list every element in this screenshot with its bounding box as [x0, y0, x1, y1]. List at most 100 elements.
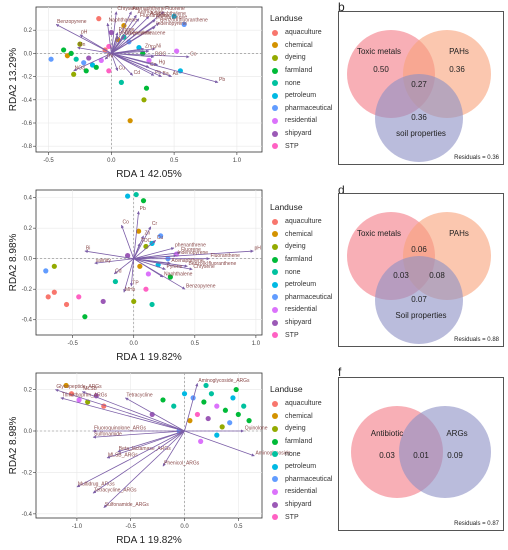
sample-point [214, 403, 220, 409]
legend-label: petroleum [285, 92, 317, 100]
y-tick-label: 0.2 [24, 226, 33, 232]
vector-label: Acenaphthene [171, 258, 203, 264]
vector-label: Multidrug_ARGs [78, 481, 115, 487]
x-tick-label: -0.5 [43, 158, 54, 164]
legend-item-petroleum: petroleum [270, 89, 332, 102]
vector-label: Benzopyrene [57, 19, 87, 25]
sample-point [112, 278, 119, 285]
legend-label: chemical [285, 230, 313, 238]
sample-point [167, 274, 173, 280]
legend-title: Landuse [270, 13, 303, 23]
legend-title: Landuse [270, 202, 303, 212]
sample-point [45, 294, 51, 300]
x-tick-label: 0.5 [170, 158, 179, 164]
vector-label: Tetracycline [126, 392, 153, 398]
legend-marker [272, 413, 278, 420]
rda-svg-e: -1.0 -0.5 0.0 0.5 -0.4 -0.2 0.0 0.2 Glycopeptide… [8, 372, 291, 546]
panel-letter-f: f [338, 365, 342, 379]
legend-marker [272, 514, 278, 521]
venn-f: Antibiotic ARGs 0.03 0.01 0.09 Residuals = 0.… [338, 377, 504, 531]
vector-label: Naphthalene [164, 272, 193, 278]
env-vector [111, 53, 155, 59]
vector-label: Cu [119, 65, 126, 71]
vector-label: NO3 [75, 65, 86, 71]
sample-point [194, 411, 201, 418]
vector-label: TP [132, 281, 139, 287]
vector-label: As [173, 71, 179, 77]
vector-label: Benzoperylene [119, 31, 153, 37]
legend-item-dyeing: dyeing [270, 423, 332, 436]
sample-point [81, 60, 87, 66]
sample-point [51, 289, 57, 295]
y-tick-label: 0.0 [24, 429, 33, 435]
vector-label: TN [106, 54, 113, 60]
legend-marker [272, 319, 278, 326]
sample-point [127, 118, 133, 124]
sample-point [63, 382, 69, 389]
sample-point [158, 233, 164, 239]
vector-label: Phenicol_ARGs [164, 461, 200, 467]
legend-label: residential [285, 306, 317, 314]
env-vector [55, 388, 185, 432]
vector-label: Benzo(k)fluoranthene [188, 261, 236, 267]
legend-marker [272, 80, 278, 87]
env-vector [111, 49, 150, 54]
y-tick-label: 0.0 [24, 51, 33, 57]
sample-point [43, 268, 49, 274]
legend-label: shipyard [285, 319, 312, 327]
vector-label: Bi [86, 246, 90, 252]
venn-value: 0.36 [449, 65, 465, 74]
sample-point [83, 68, 89, 74]
env-vector [133, 243, 141, 259]
env-vector [111, 26, 156, 54]
env-vector [111, 15, 150, 54]
env-vector [110, 11, 118, 54]
legend-rows: aquaculture chemical dyeing farmland none pet… [270, 398, 332, 524]
sample-point [227, 420, 233, 426]
venn-circle-args [399, 406, 491, 498]
vector-label: Cd [134, 70, 141, 76]
sample-point [77, 41, 83, 47]
env-vector [110, 35, 119, 54]
sample-point [125, 253, 131, 259]
legend-item-chemical: chemical [270, 39, 332, 52]
legend-item-pharmaceutical: pharmaceutical [270, 291, 332, 304]
vector-label: Hg [159, 60, 166, 66]
sample-point [133, 191, 139, 198]
vector-label: Trimethoprim_ARGs [62, 392, 108, 398]
sample-point [181, 21, 187, 27]
legend-marker [272, 294, 278, 301]
plot-frame [35, 189, 263, 336]
env-vector [111, 53, 190, 59]
env-vector [133, 258, 166, 270]
venn-residuals: Residuals = 0.87 [454, 521, 500, 527]
sample-point [235, 411, 241, 418]
venn-value: 0.06 [411, 245, 427, 254]
vector-label: Benzo(k)fluoranthene [160, 18, 208, 24]
sample-point [96, 16, 102, 22]
vector-label: Cr [152, 221, 158, 227]
legend-label: pharmaceutical [285, 104, 333, 112]
legend-marker [272, 218, 278, 225]
vector-label: Fluorene [165, 6, 185, 12]
sample-point [73, 56, 79, 62]
env-vector [133, 251, 181, 260]
env-vector [92, 430, 185, 494]
legend-label: farmland [285, 438, 313, 446]
legend-label: chemical [285, 41, 313, 49]
legend-marker [272, 451, 278, 458]
sample-point [201, 399, 207, 405]
env-vector [84, 249, 134, 260]
sample-point [76, 294, 82, 300]
vector-label: Cu [157, 235, 164, 241]
legend-item-shipyard: shipyard [270, 316, 332, 329]
vector-label: pH [254, 246, 261, 252]
venn-value: 0.03 [379, 451, 395, 460]
sample-point [145, 271, 151, 277]
x-tick-label: 0.0 [130, 341, 139, 347]
sample-point [174, 48, 180, 54]
sample-point [48, 56, 54, 62]
legend-item-chemical: chemical [270, 228, 332, 241]
venn-value: 0.08 [429, 271, 445, 280]
legend-marker [272, 269, 278, 276]
